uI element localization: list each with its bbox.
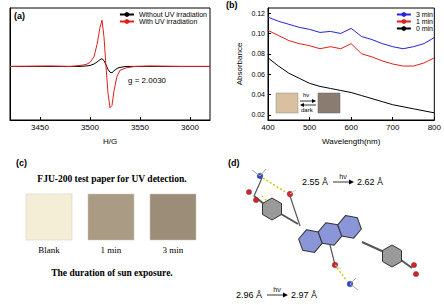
svg-text:Without UV irradiation: Without UV irradiation bbox=[139, 11, 207, 18]
svg-text:2.96 Å: 2.96 Å bbox=[236, 290, 262, 300]
svg-text:2.62 Å: 2.62 Å bbox=[357, 177, 383, 187]
svg-text:(b): (b) bbox=[226, 0, 238, 10]
svg-text:g = 2.0030: g = 2.0030 bbox=[128, 76, 167, 85]
svg-text:FJU-200 test paper for UV dete: FJU-200 test paper for UV detection. bbox=[37, 174, 186, 184]
svg-text:1 min: 1 min bbox=[416, 18, 433, 25]
svg-text:400: 400 bbox=[261, 123, 275, 132]
svg-text:H/G: H/G bbox=[103, 137, 117, 146]
svg-text:3500: 3500 bbox=[81, 123, 99, 132]
svg-text:0.10: 0.10 bbox=[251, 30, 265, 37]
svg-text:3 min: 3 min bbox=[163, 245, 184, 255]
svg-text:The duration of sun exposure.: The duration of sun exposure. bbox=[51, 268, 173, 278]
svg-text:Wavelength(nm): Wavelength(nm) bbox=[322, 137, 381, 146]
svg-text:0.02: 0.02 bbox=[251, 111, 265, 118]
svg-text:(c): (c) bbox=[16, 158, 27, 168]
svg-text:0.08: 0.08 bbox=[251, 50, 265, 57]
svg-text:0.06: 0.06 bbox=[251, 71, 265, 78]
svg-text:(d): (d) bbox=[228, 158, 240, 168]
svg-text:hν: hν bbox=[339, 173, 347, 180]
svg-text:Blank: Blank bbox=[38, 245, 60, 255]
svg-text:600: 600 bbox=[344, 123, 358, 132]
svg-text:3600: 3600 bbox=[181, 123, 199, 132]
svg-text:0 min: 0 min bbox=[416, 25, 433, 32]
svg-text:0.04: 0.04 bbox=[251, 91, 265, 98]
svg-text:1 min: 1 min bbox=[101, 245, 122, 255]
svg-text:hν: hν bbox=[303, 92, 309, 98]
svg-text:2.55 Å: 2.55 Å bbox=[302, 177, 328, 187]
svg-text:0.12: 0.12 bbox=[251, 10, 265, 17]
svg-text:2.97 Å: 2.97 Å bbox=[291, 290, 317, 300]
svg-text:3550: 3550 bbox=[131, 123, 149, 132]
svg-text:700: 700 bbox=[386, 123, 400, 132]
svg-text:500: 500 bbox=[303, 123, 317, 132]
svg-text:With UV irradiation: With UV irradiation bbox=[139, 18, 197, 25]
svg-text:dark: dark bbox=[301, 107, 314, 113]
svg-text:3 min: 3 min bbox=[416, 11, 433, 18]
svg-text:Absorbance: Absorbance bbox=[235, 42, 244, 85]
svg-text:800: 800 bbox=[428, 123, 442, 132]
svg-text:(a): (a) bbox=[14, 11, 25, 21]
svg-text:3450: 3450 bbox=[31, 123, 49, 132]
svg-text:hν: hν bbox=[273, 286, 281, 293]
